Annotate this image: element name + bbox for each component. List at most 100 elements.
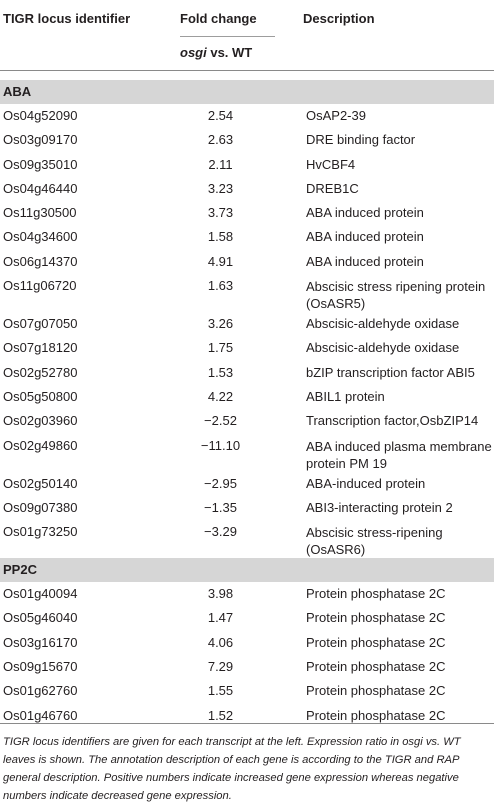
fold-change-cell: 4.91 (207, 253, 234, 269)
header-fold-change: Fold change (180, 11, 257, 26)
fold-change-cell: 7.29 (207, 659, 234, 675)
fold-change-cell: −11.10 (200, 437, 241, 453)
table-row: Os07g07050 3.26 Abscisic-aldehyde oxidase (0, 312, 494, 336)
header-top-rule (0, 70, 494, 71)
description-cell: bZIP transcription factor ABI5 (306, 364, 475, 380)
description-cell: Transcription factor,OsbZIP14 (306, 413, 479, 429)
table-bottom-rule (0, 723, 494, 724)
description-cell: Protein phosphatase 2C (306, 659, 446, 675)
fold-change-cell: 3.73 (207, 205, 234, 221)
description-cell: Abscisic-aldehyde oxidase (306, 340, 460, 356)
table-row: Os02g50140 −2.95 ABA-induced protein (0, 472, 494, 496)
section-header: ABA (0, 80, 494, 104)
description-cell: ABA induced plasma membrane protein PM 1… (306, 438, 492, 471)
header-underline (180, 36, 275, 37)
locus-id-cell: Os11g06720 (3, 278, 77, 294)
description-cell: Protein phosphatase 2C (306, 683, 446, 699)
description-cell: Abscisic stress-ripening (OsASR6) (306, 525, 443, 558)
locus-id-cell: Os04g52090 (3, 108, 78, 123)
fold-change-cell: 1.53 (207, 364, 234, 380)
description-cell: ABA induced protein (306, 229, 424, 245)
description-cell: ABI3-interacting protein 2 (306, 499, 453, 515)
locus-id-cell: Os01g73250 (3, 524, 78, 540)
locus-id-cell: Os02g50140 (3, 475, 78, 491)
locus-id-cell: Os01g46760 (3, 707, 78, 723)
locus-id-cell: Os02g03960 (3, 413, 78, 429)
table-row: Os09g15670 7.29 Protein phosphatase 2C (0, 655, 494, 679)
header-description: Description (303, 11, 375, 26)
section-header: PP2C (0, 558, 494, 583)
footnote: TIGR locus identifiers are given for eac… (3, 736, 461, 802)
fold-change-cell: 1.47 (207, 610, 234, 626)
table-row: Os01g62760 1.55 Protein phosphatase 2C (0, 679, 494, 703)
locus-id-cell: Os06g14370 (3, 253, 78, 269)
description-cell: ABA-induced protein (306, 475, 426, 491)
description-cell: ABA induced protein (306, 253, 424, 269)
fold-change-cell: 1.75 (207, 340, 234, 356)
fold-change-cell: 3.26 (207, 316, 234, 332)
description-cell: OsAP2-39 (306, 108, 366, 123)
table-row: Os11g30500 3.73 ABA induced protein (0, 201, 494, 225)
table-row: Os03g09170 2.63 DRE binding factor (0, 128, 494, 152)
fold-change-cell: 4.06 (207, 634, 234, 650)
locus-id-cell: Os05g46040 (3, 610, 78, 626)
locus-id-cell: Os02g49860 (3, 437, 78, 453)
description-cell: Protein phosphatase 2C (306, 634, 446, 650)
table-body: ABA Os04g52090 2.54 OsAP2-39 Os03g09170 2.63 D… (0, 80, 494, 728)
description-cell: ABA induced protein (306, 205, 424, 221)
description-cell: Abscisic stress ripening protein (OsASR5… (306, 279, 486, 312)
table-row: Os05g50800 4.22 ABIL1 protein (0, 385, 494, 409)
locus-id-cell: Os02g52780 (3, 364, 78, 380)
locus-id-cell: Os07g07050 (3, 316, 78, 332)
locus-id-cell: Os11g30500 (3, 205, 77, 221)
table-row: Os01g46760 1.52 Protein phosphatase 2C (0, 704, 494, 728)
fold-change-cell: 2.54 (207, 108, 234, 123)
fold-change-cell: −2.52 (204, 413, 237, 429)
fold-change-cell: 3.98 (207, 586, 234, 602)
locus-id-cell: Os01g40094 (3, 586, 78, 602)
fold-change-cell: 3.23 (207, 180, 234, 196)
fold-change-cell: 2.11 (208, 156, 233, 172)
table-row: Os07g18120 1.75 Abscisic-aldehyde oxidase (0, 336, 494, 360)
table-row: Os09g07380 −1.35 ABI3-interacting protein … (0, 496, 494, 520)
description-cell: Abscisic-aldehyde oxidase (306, 316, 460, 332)
locus-id-cell: Os09g07380 (3, 499, 78, 515)
fold-change-cell: 1.52 (207, 707, 234, 723)
description-cell: DREB1C (306, 180, 359, 196)
header-fold-sub-italic: osgi (180, 45, 207, 60)
table-row: Os03g16170 4.06 Protein phosphatase 2C (0, 631, 494, 655)
locus-id-cell: Os04g34600 (3, 229, 78, 245)
fold-change-cell: 4.22 (207, 388, 234, 404)
locus-id-cell: Os04g46440 (3, 180, 78, 196)
fold-change-cell: 1.58 (207, 229, 234, 245)
table-row: Os09g35010 2.11 HvCBF4 (0, 153, 494, 177)
table-row: Os02g52780 1.53 bZIP transcription factor … (0, 361, 494, 385)
description-cell: ABIL1 protein (306, 388, 385, 404)
fold-change-cell: 2.63 (207, 132, 234, 148)
table-row: Os05g46040 1.47 Protein phosphatase 2C (0, 606, 494, 630)
table-row: Os11g06720 1.63 Abscisic stress ripening p… (0, 274, 494, 312)
description-cell: DRE binding factor (306, 132, 416, 148)
description-cell: Protein phosphatase 2C (306, 586, 446, 602)
locus-id-cell: Os05g50800 (3, 388, 78, 404)
table-row: Os01g73250 −3.29 Abscisic stress-ripening … (0, 520, 494, 558)
gene-table: TIGR locus identifier Fold change Descri… (0, 0, 494, 723)
locus-id-cell: Os09g15670 (3, 659, 78, 675)
locus-id-cell: Os09g35010 (3, 156, 78, 172)
fold-change-cell: −1.35 (204, 499, 237, 515)
table-row: Os04g34600 1.58 ABA induced protein (0, 225, 494, 249)
locus-id-cell: Os01g62760 (3, 683, 78, 699)
description-cell: Protein phosphatase 2C (306, 610, 446, 626)
fold-change-cell: −3.29 (204, 524, 237, 540)
locus-id-cell: Os03g16170 (3, 634, 78, 650)
description-cell: Protein phosphatase 2C (306, 707, 446, 723)
table-row: Os06g14370 4.91 ABA induced protein (0, 250, 494, 274)
table-row: Os01g40094 3.98 Protein phosphatase 2C (0, 582, 494, 606)
locus-id-cell: Os07g18120 (3, 340, 78, 356)
table-row: Os04g52090 2.54 OsAP2-39 (0, 104, 494, 128)
table-row: Os02g49860 −11.10 ABA induced plasma membr… (0, 434, 494, 472)
header-locus: TIGR locus identifier (3, 11, 131, 26)
table-row: Os04g46440 3.23 DREB1C (0, 177, 494, 201)
header-fold-sub-rest: vs. WT (206, 45, 253, 60)
header-fold-sub: osgi vs. WT (180, 45, 252, 60)
